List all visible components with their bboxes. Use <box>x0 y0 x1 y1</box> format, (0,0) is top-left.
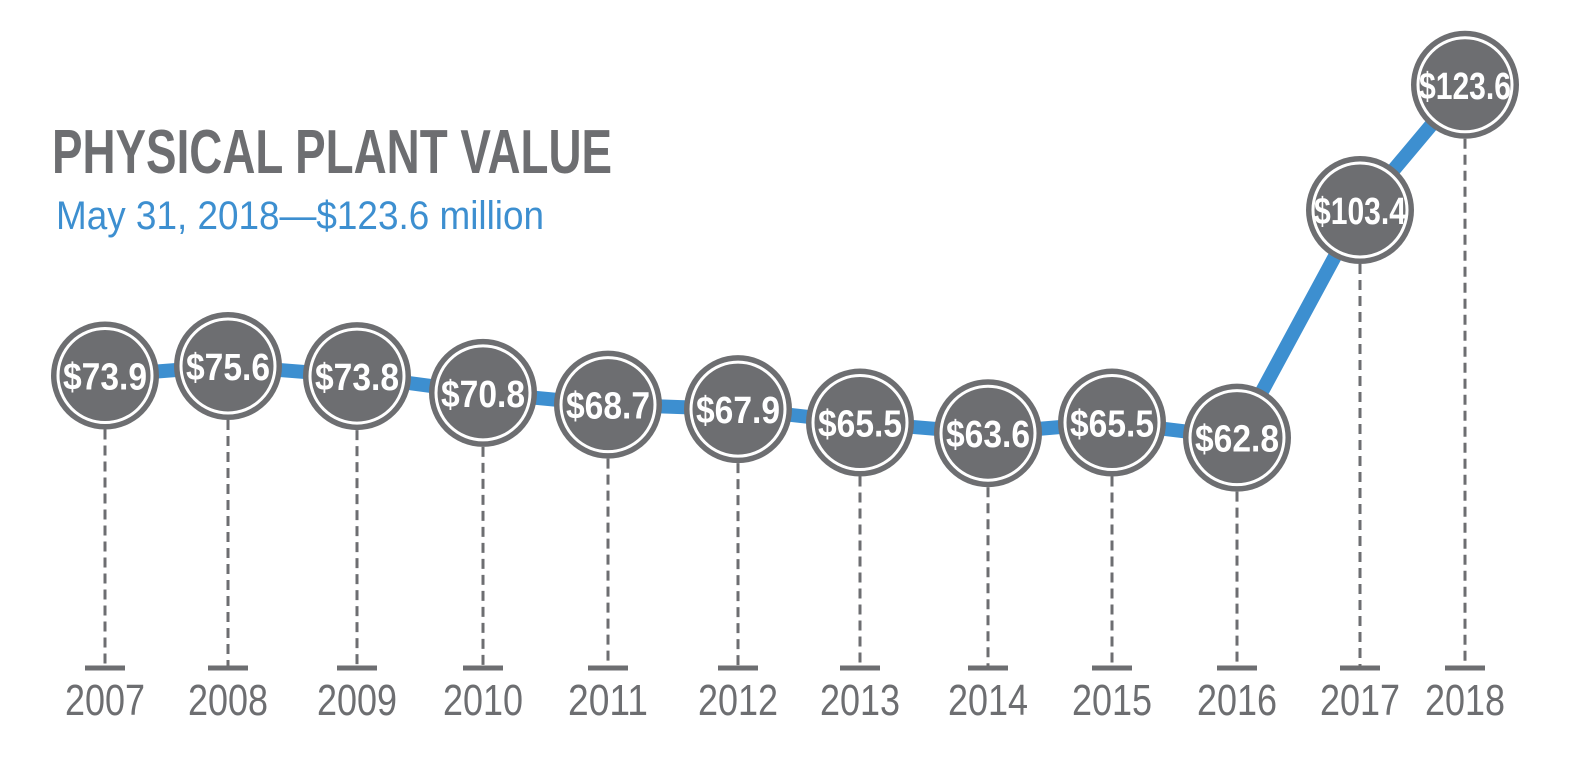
data-label-2007: $73.9 <box>63 357 147 399</box>
bubble-ring-2014 <box>939 384 1037 482</box>
bubble-2018 <box>1411 30 1519 139</box>
year-label-2015: 2015 <box>1072 676 1152 725</box>
bubble-2009 <box>303 322 411 431</box>
data-label-2015: $65.5 <box>1070 404 1154 446</box>
data-point-2017: $103.4 <box>1306 156 1414 264</box>
bubble-ring-2016 <box>1188 389 1286 487</box>
year-labels-layer: 2007 2008 2009 2010 2011 2012 2013 2014 2015 2016… <box>65 676 1505 725</box>
data-point-2016: $62.8 <box>1183 383 1291 492</box>
year-label-2018: 2018 <box>1425 676 1505 725</box>
data-label-2010: $70.8 <box>441 374 525 416</box>
bubble-2012 <box>684 355 792 464</box>
year-label-2010: 2010 <box>443 676 523 725</box>
bubble-ring-2009 <box>308 327 406 425</box>
data-label-2017: $103.4 <box>1314 191 1406 233</box>
data-point-2013: $65.5 <box>806 368 914 477</box>
data-point-2012: $67.9 <box>684 355 792 464</box>
bubble-ring-2010 <box>434 344 532 442</box>
data-point-2008: $75.6 <box>174 312 282 420</box>
bubble-ring-2013 <box>811 374 909 472</box>
bubble-2017 <box>1306 156 1414 264</box>
data-point-2010: $70.8 <box>429 338 537 447</box>
data-label-2012: $67.9 <box>696 390 780 432</box>
bubble-2015 <box>1058 368 1166 477</box>
year-label-2014: 2014 <box>948 676 1028 725</box>
bubble-ring-2015 <box>1063 374 1161 472</box>
data-point-2014: $63.6 <box>934 379 1042 488</box>
year-label-2009: 2009 <box>317 676 397 725</box>
bubble-ring-2008 <box>179 317 277 415</box>
bubble-2014 <box>934 379 1042 488</box>
year-label-2013: 2013 <box>820 676 900 725</box>
data-label-2016: $62.8 <box>1195 419 1279 461</box>
year-label-2007: 2007 <box>65 676 145 725</box>
year-label-2008: 2008 <box>188 676 268 725</box>
year-label-2012: 2012 <box>698 676 778 725</box>
data-point-2009: $73.8 <box>303 322 411 431</box>
data-point-2015: $65.5 <box>1058 368 1166 477</box>
data-label-2009: $73.8 <box>315 357 399 399</box>
data-point-2011: $68.7 <box>554 350 662 459</box>
bubble-ring-2012 <box>689 360 787 458</box>
bubble-2016 <box>1183 383 1291 492</box>
bubble-ring-2007 <box>56 327 154 425</box>
year-label-2011: 2011 <box>568 676 648 725</box>
bubble-2013 <box>806 368 914 477</box>
bubbles-layer: $73.9 $75.6 $73.8 $70.8 $68.7 $67.9 $65.5 $63.6… <box>51 30 1519 492</box>
data-label-2011: $68.7 <box>566 386 650 428</box>
year-label-2016: 2016 <box>1197 676 1277 725</box>
chart-title: PHYSICAL PLANT VALUE <box>52 118 612 187</box>
bubble-2008 <box>174 312 282 420</box>
bubble-ring-2018 <box>1416 36 1514 134</box>
chart-subtitle: May 31, 2018—$123.6 million <box>56 194 544 238</box>
bubble-ring-2011 <box>559 356 657 454</box>
bubble-2010 <box>429 338 537 447</box>
bubble-2007 <box>51 321 159 430</box>
data-point-2018: $123.6 <box>1411 30 1519 139</box>
bubble-2011 <box>554 350 662 459</box>
bubble-ring-2017 <box>1311 161 1409 259</box>
data-point-2007: $73.9 <box>51 321 159 430</box>
data-label-2018: $123.6 <box>1419 66 1511 108</box>
stems-layer <box>85 138 1485 671</box>
data-label-2014: $63.6 <box>946 414 1030 456</box>
year-label-2017: 2017 <box>1320 676 1400 725</box>
data-label-2013: $65.5 <box>818 404 902 446</box>
data-label-2008: $75.6 <box>186 347 270 389</box>
